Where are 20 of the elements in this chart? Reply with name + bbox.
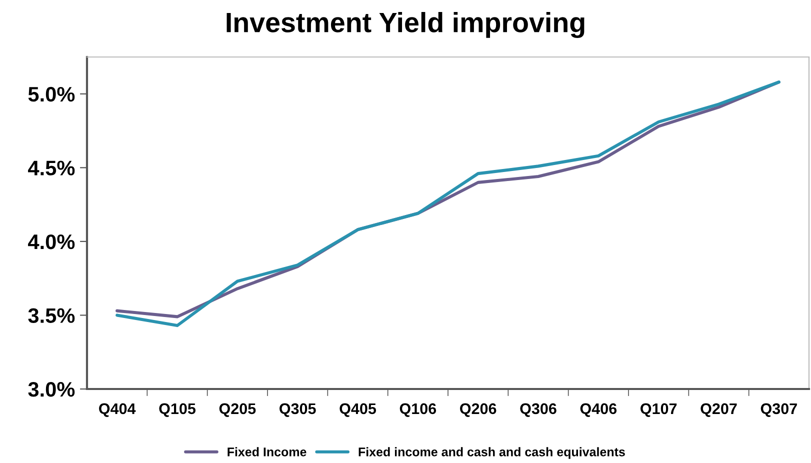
y-tick-label: 3.0% — [28, 382, 75, 397]
x-tick-label: Q106 — [400, 403, 436, 417]
x-tick-label: Q205 — [219, 403, 256, 417]
y-tick-label: 4.5% — [28, 160, 75, 176]
x-tick-label: Q206 — [460, 403, 496, 417]
y-tick-label: 4.0% — [28, 234, 75, 250]
x-tick-label: Q105 — [159, 403, 196, 417]
x-tick-label: Q406 — [580, 403, 617, 417]
x-tick-label: Q107 — [640, 403, 677, 417]
x-tick-label: Q305 — [280, 403, 316, 417]
chart-title: Investment Yield improving — [226, 12, 584, 38]
y-tick-label: 5.0% — [28, 86, 75, 102]
x-tick-label: Q405 — [340, 403, 376, 417]
x-tick-label: Q306 — [520, 403, 556, 417]
x-tick-label: Q207 — [700, 403, 737, 417]
legend-label: Fixed income and cash and cash equivalents — [358, 447, 625, 459]
legend-label: Fixed Income — [228, 447, 306, 456]
x-tick-label: Q307 — [760, 403, 797, 417]
x-tick-label: Q404 — [99, 403, 136, 417]
y-tick-label: 3.5% — [28, 308, 75, 324]
